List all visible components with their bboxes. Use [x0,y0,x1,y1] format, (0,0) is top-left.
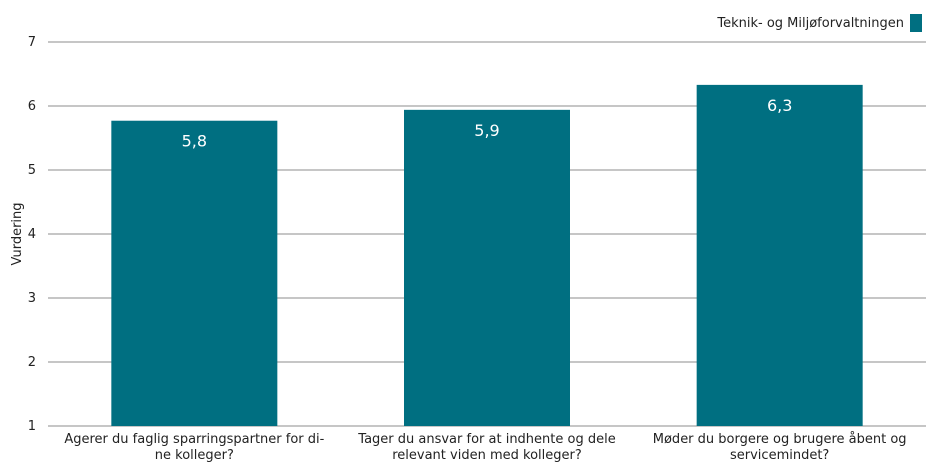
y-tick-label: 2 [28,355,36,370]
y-tick-label: 4 [28,227,36,242]
y-tick-label: 6 [28,99,36,114]
bar [404,109,570,426]
x-tick-label: ne kolleger? [155,448,234,463]
data-label: 5,8 [182,132,207,151]
data-label: 6,3 [767,96,792,115]
x-tick-label: Tager du ansvar for at indhente og dele [357,432,615,447]
y-tick-label: 1 [28,419,36,434]
data-label: 5,9 [474,121,499,140]
x-tick-label: Møder du borgere og brugere åbent og [653,432,907,447]
y-tick-label: 3 [28,291,36,306]
y-axis-title: Vurdering [10,202,25,265]
x-tick-label: Agerer du faglig sparringspartner for di… [64,432,324,447]
bar [696,84,863,426]
bar [111,120,278,426]
legend-swatch [910,14,922,32]
x-tick-label: relevant viden med kolleger? [392,448,582,463]
y-tick-label: 7 [28,35,36,50]
legend-label: Teknik- og Miljøforvaltningen [717,15,904,31]
x-tick-label: servicemindet? [730,448,829,463]
y-tick-label: 5 [28,163,36,178]
legend: Teknik- og Miljøforvaltningen [717,14,922,32]
